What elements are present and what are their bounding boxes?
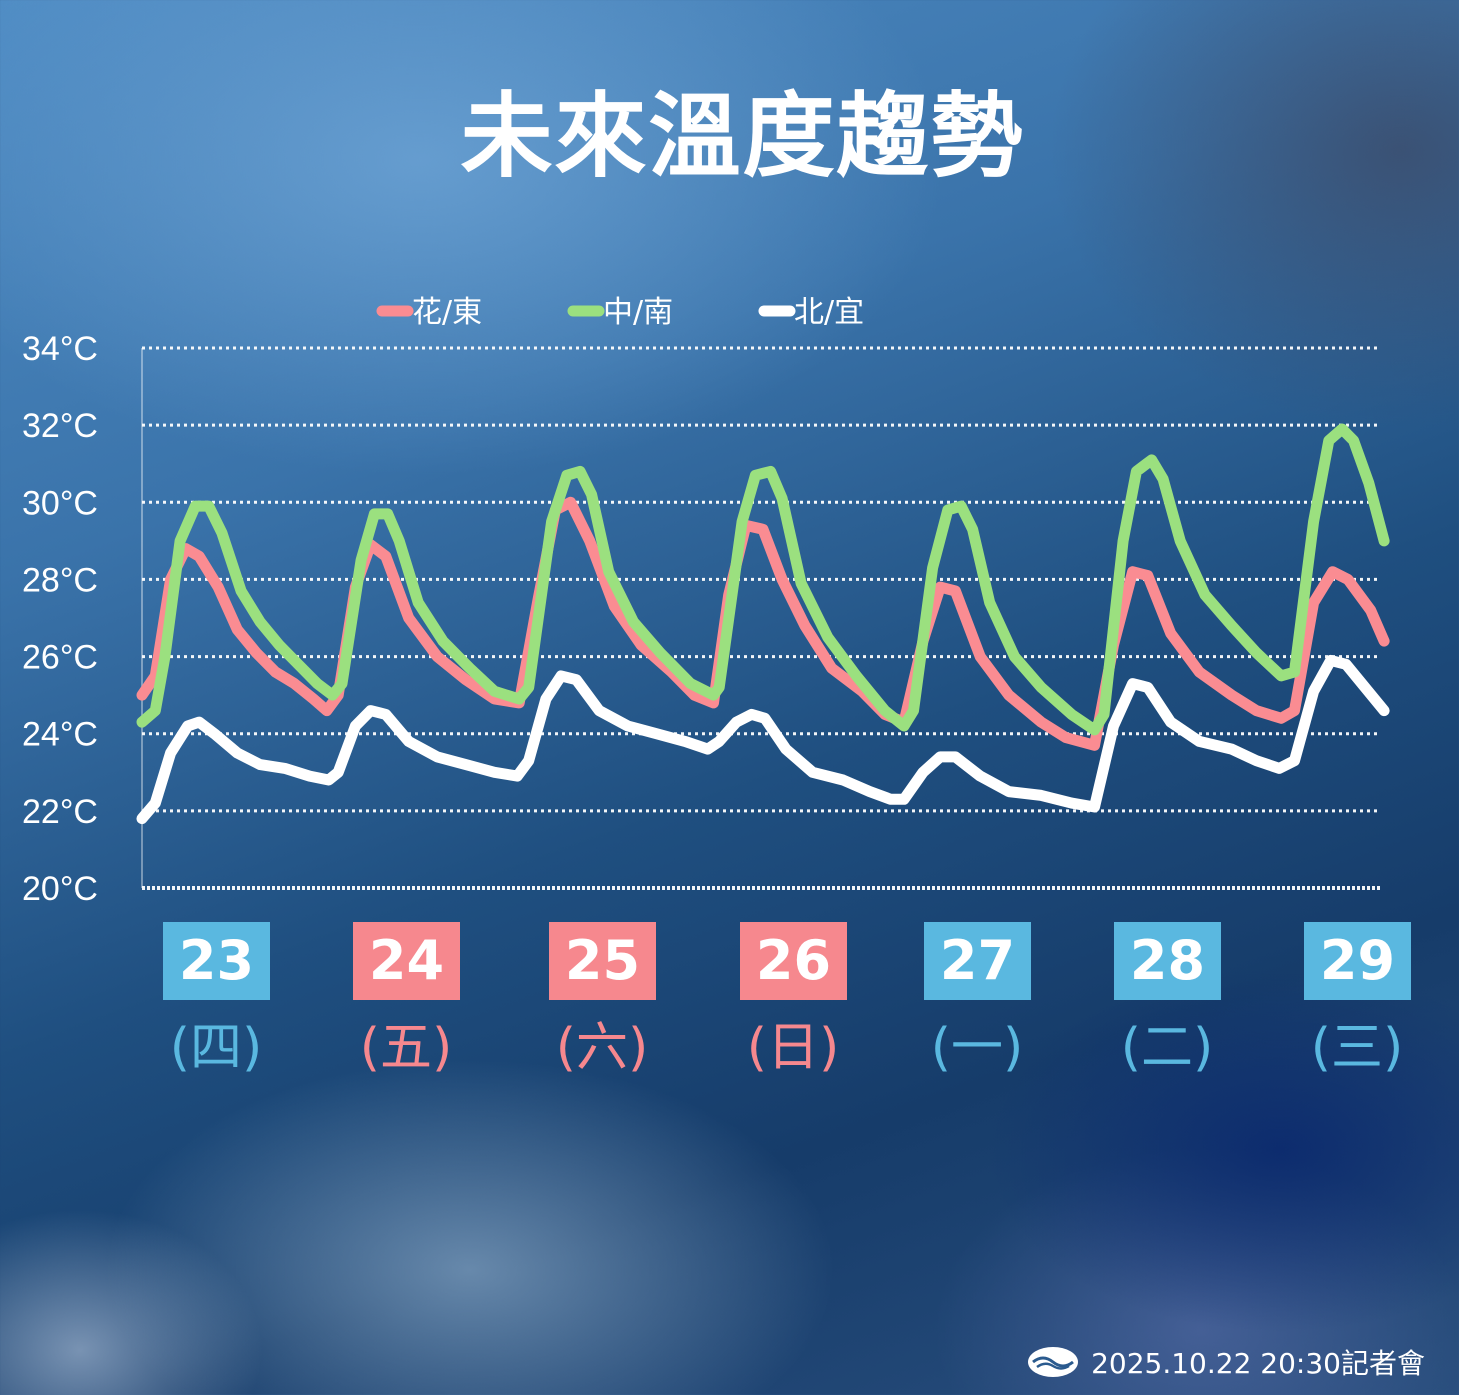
weekday-label: (五) [359,1018,453,1078]
y-tick-label: 24°C [22,716,98,754]
gridlines [141,346,1380,890]
legend: 花/東 中/南 北/宜 [376,295,864,330]
page-title: 未來溫度趨勢 [460,83,1025,190]
y-tick-label: 32°C [22,407,98,445]
y-tick-label: 26°C [22,639,98,677]
date-box: 27 [924,922,1031,1000]
weekday-label: (六) [555,1018,649,1078]
y-tick-label: 30°C [22,484,98,522]
date-box: 29 [1304,922,1411,1000]
weather-bureau-logo-icon [1028,1347,1079,1377]
weekday-label: (二) [1120,1018,1214,1078]
date-box: 23 [163,922,270,1000]
footer: 2025.10.22 20:30記者會 [1027,1342,1425,1382]
legend-label: 中/南 [603,295,673,330]
date-box: 26 [740,922,847,1000]
legend-label: 北/宜 [794,295,864,330]
y-tick-label: 20°C [22,870,98,908]
y-tick-label: 22°C [22,793,98,831]
date-box: 24 [353,922,460,1000]
y-tick-label: 28°C [22,561,98,599]
series-lines [136,423,1390,825]
series-line-0 [136,496,1390,751]
y-axis-ticks: 34°C 32°C 30°C 28°C 26°C 24°C 22°C 20°C [22,330,98,908]
weekday-label: (一) [930,1018,1024,1078]
date-box: 25 [549,922,656,1000]
series-line-2 [136,654,1390,825]
series-line-1 [136,423,1390,736]
weekday-label: (四) [169,1018,263,1078]
y-tick-label: 34°C [22,330,98,368]
legend-label: 花/東 [412,295,482,330]
weekday-label: (日) [746,1018,840,1078]
weekday-label: (三) [1310,1018,1404,1078]
date-box: 28 [1114,922,1221,1000]
footer-text: 2025.10.22 20:30記者會 [1091,1347,1425,1380]
